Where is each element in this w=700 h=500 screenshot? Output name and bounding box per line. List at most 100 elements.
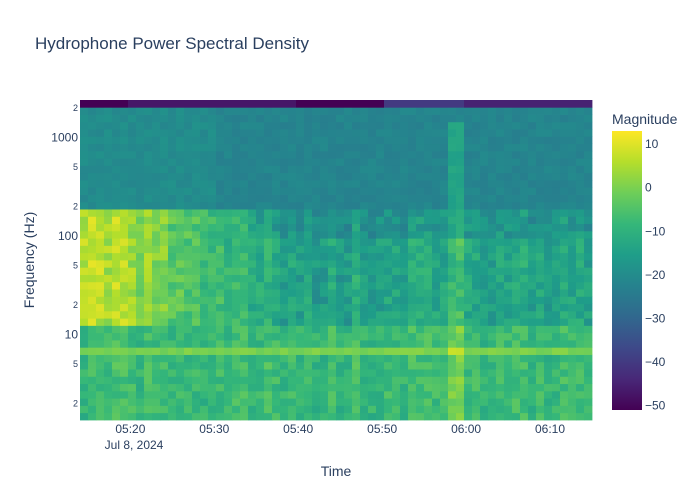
heatmap-cell xyxy=(336,354,345,363)
heatmap-cell xyxy=(464,267,473,275)
heatmap-cell xyxy=(288,165,297,174)
heatmap-cell xyxy=(376,318,385,326)
heatmap-cell xyxy=(200,129,209,137)
heatmap-cell xyxy=(376,390,385,399)
heatmap-cell xyxy=(520,165,529,174)
heatmap-cell xyxy=(80,267,89,275)
heatmap-cell xyxy=(328,100,337,108)
heatmap-cell xyxy=(304,347,313,355)
heatmap-cell xyxy=(208,230,217,239)
heatmap-cell xyxy=(264,194,273,203)
heatmap-cell xyxy=(496,114,505,123)
heatmap-cell xyxy=(552,143,561,152)
heatmap-cell xyxy=(528,143,537,152)
heatmap-cell xyxy=(320,129,329,137)
heatmap-cell xyxy=(584,289,593,297)
heatmap-cell xyxy=(376,369,385,377)
heatmap-cell xyxy=(200,325,209,334)
heatmap-cell xyxy=(384,274,393,283)
heatmap-cell xyxy=(264,114,273,123)
heatmap-cell xyxy=(272,310,281,319)
heatmap-cell xyxy=(88,252,97,261)
heatmap-cell xyxy=(192,281,201,290)
heatmap-cell xyxy=(584,201,593,210)
heatmap-cell xyxy=(208,100,217,108)
heatmap-cell xyxy=(440,405,449,414)
heatmap-cell xyxy=(288,383,297,392)
heatmap-cell xyxy=(272,129,281,137)
heatmap-cell xyxy=(104,143,113,152)
heatmap-cell xyxy=(584,376,593,385)
heatmap-cell xyxy=(168,340,177,348)
heatmap-cell xyxy=(280,310,289,319)
heatmap-cell xyxy=(560,354,569,363)
heatmap-cell xyxy=(264,143,273,152)
heatmap-cell xyxy=(416,281,425,290)
heatmap-cell xyxy=(400,340,409,348)
heatmap-cell xyxy=(288,390,297,399)
heatmap-cell xyxy=(576,260,585,268)
heatmap-cell xyxy=(224,194,233,203)
heatmap-cell xyxy=(472,136,481,145)
heatmap-cell xyxy=(128,281,137,290)
heatmap-cell xyxy=(568,310,577,319)
heatmap-cell xyxy=(112,187,121,195)
heatmap-cell xyxy=(128,310,137,319)
heatmap-cell xyxy=(360,114,369,123)
heatmap-cell xyxy=(344,383,353,392)
heatmap-cell xyxy=(392,252,401,261)
heatmap-cell xyxy=(296,201,305,210)
heatmap-cell xyxy=(88,245,97,254)
heatmap-cell xyxy=(256,180,265,188)
heatmap-cell xyxy=(328,340,337,348)
heatmap-cell xyxy=(440,267,449,275)
heatmap-cell xyxy=(176,230,185,239)
heatmap-cell xyxy=(152,165,161,174)
heatmap-cell xyxy=(504,136,513,145)
heatmap-cell xyxy=(560,390,569,399)
heatmap-cell xyxy=(528,165,537,174)
heatmap-cell xyxy=(136,172,145,181)
heatmap-cell xyxy=(456,412,465,421)
heatmap-cell xyxy=(520,390,529,399)
heatmap-cell xyxy=(392,260,401,268)
heatmap-cell xyxy=(192,383,201,392)
heatmap-cell xyxy=(472,230,481,239)
heatmap-cell xyxy=(208,296,217,305)
heatmap-cell xyxy=(216,340,225,348)
heatmap-cell xyxy=(136,318,145,326)
heatmap-cell xyxy=(584,405,593,414)
heatmap-cell xyxy=(288,180,297,188)
heatmap-cell xyxy=(80,158,89,166)
heatmap-cell xyxy=(120,187,129,195)
heatmap-cell xyxy=(480,201,489,210)
heatmap-cell xyxy=(160,121,169,130)
heatmap-area[interactable] xyxy=(80,100,593,421)
heatmap-cell xyxy=(168,187,177,195)
heatmap-cell xyxy=(560,150,569,159)
heatmap-cell xyxy=(304,143,313,152)
heatmap-cell xyxy=(472,318,481,326)
heatmap-cell xyxy=(88,180,97,188)
heatmap-cell xyxy=(440,209,449,217)
heatmap-cell xyxy=(536,180,545,188)
heatmap-cell xyxy=(232,194,241,203)
heatmap-cell xyxy=(216,398,225,406)
heatmap-cell xyxy=(512,260,521,268)
heatmap-cell xyxy=(552,209,561,217)
heatmap-cell xyxy=(440,281,449,290)
heatmap-cell xyxy=(528,209,537,217)
heatmap-cell xyxy=(352,180,361,188)
heatmap-cell xyxy=(112,274,121,283)
heatmap-cell xyxy=(488,150,497,159)
heatmap-cell xyxy=(136,390,145,399)
heatmap-cell xyxy=(128,325,137,334)
heatmap-cell xyxy=(232,172,241,181)
heatmap-cell xyxy=(512,310,521,319)
heatmap-cell xyxy=(280,150,289,159)
heatmap-cell xyxy=(456,383,465,392)
heatmap-cell xyxy=(472,114,481,123)
heatmap-cell xyxy=(328,412,337,421)
heatmap-cell xyxy=(104,216,113,225)
heatmap-cell xyxy=(512,209,521,217)
